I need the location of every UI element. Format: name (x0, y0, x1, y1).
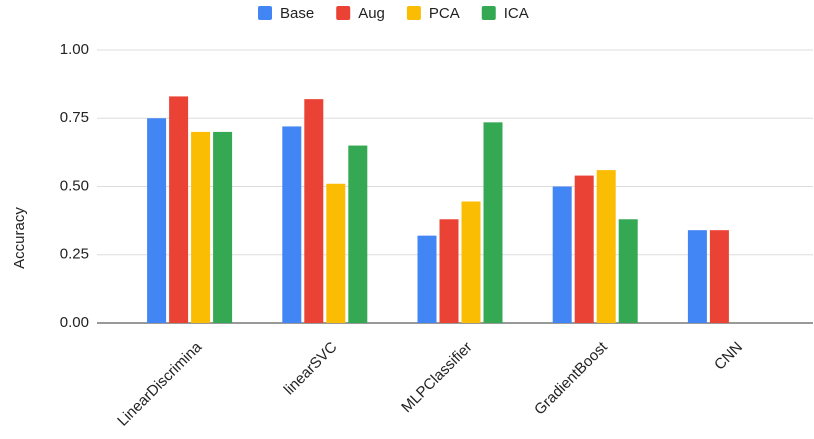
bar (191, 131, 211, 323)
bar (304, 99, 324, 323)
y-axis-label: Accuracy (11, 207, 28, 269)
x-tick-label: linearSVC (281, 338, 341, 398)
bar (147, 118, 167, 323)
bar (326, 183, 346, 323)
legend-swatch (258, 6, 272, 20)
bar (169, 96, 189, 323)
bar (213, 131, 233, 323)
x-tick-label: CNN (711, 339, 746, 374)
y-tick-label: 0.75 (60, 109, 89, 126)
legend-swatch (481, 6, 496, 20)
bar (282, 126, 302, 323)
x-tick-label: LinearDiscrimina (114, 338, 205, 429)
legend-label: Base (280, 5, 314, 22)
y-tick-label: 0.25 (60, 246, 89, 263)
bar (574, 175, 594, 323)
bar (483, 122, 503, 323)
bar (439, 219, 459, 323)
x-tick-label: GradientBoost (531, 338, 611, 418)
bar (417, 235, 437, 323)
legend-label: ICA (504, 5, 529, 22)
bar (461, 201, 481, 323)
bar (552, 186, 572, 323)
bar (348, 145, 368, 323)
bar (618, 219, 638, 323)
x-tick-label: MLPClassifier (398, 339, 475, 416)
legend-swatch (406, 6, 421, 20)
legend-swatch (336, 6, 351, 20)
y-tick-label: 0.00 (60, 314, 89, 331)
legend-label: PCA (429, 5, 460, 22)
y-tick-label: 0.50 (60, 177, 89, 194)
y-tick-label: 1.00 (60, 41, 89, 58)
bar (687, 230, 707, 323)
legend-label: Aug (358, 5, 385, 22)
bar (709, 230, 729, 323)
bar (596, 170, 616, 323)
